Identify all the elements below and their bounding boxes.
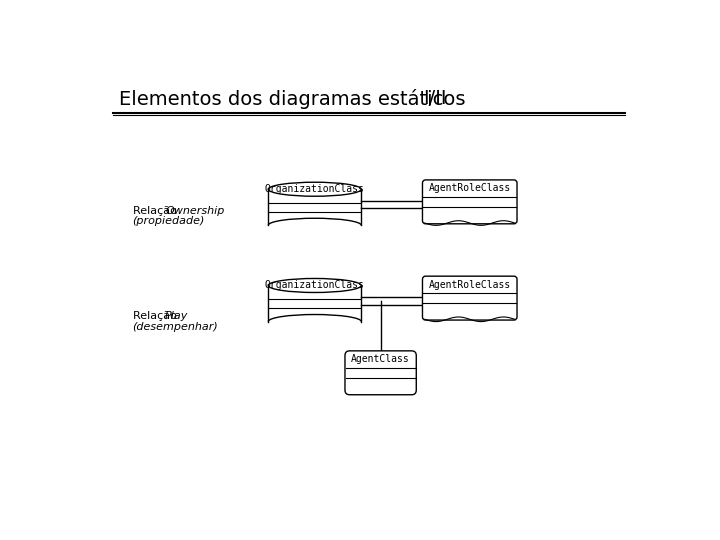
Text: OrganizationClass: OrganizationClass <box>265 280 365 291</box>
FancyBboxPatch shape <box>423 180 517 224</box>
Text: AgentClass: AgentClass <box>351 354 410 364</box>
FancyBboxPatch shape <box>423 276 517 320</box>
Text: Ownership: Ownership <box>165 206 225 215</box>
Text: Elementos dos diagramas estáticos: Elementos dos diagramas estáticos <box>120 90 466 110</box>
Bar <box>269 286 361 321</box>
Text: (desempenhar): (desempenhar) <box>132 322 218 332</box>
Text: (propiedade): (propiedade) <box>132 217 205 226</box>
Text: Relação: Relação <box>132 206 180 215</box>
Ellipse shape <box>269 279 361 293</box>
Text: AgentRoleClass: AgentRoleClass <box>428 280 511 289</box>
Text: OrganizationClass: OrganizationClass <box>265 184 365 194</box>
Text: Play: Play <box>165 311 189 321</box>
Text: Relação: Relação <box>132 311 180 321</box>
Bar <box>269 189 361 225</box>
FancyBboxPatch shape <box>345 351 416 395</box>
Ellipse shape <box>269 182 361 196</box>
Text: AgentRoleClass: AgentRoleClass <box>428 183 511 193</box>
Text: I/II: I/II <box>423 90 446 109</box>
